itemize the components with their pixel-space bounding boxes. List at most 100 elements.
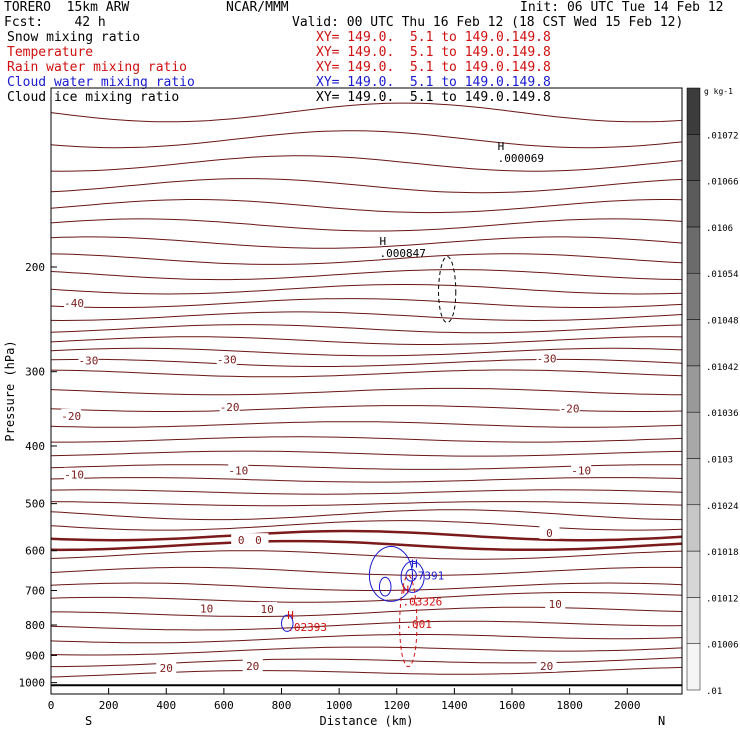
isotherm-line (50, 529, 683, 542)
isotherm-label: 0 (238, 534, 245, 547)
y-tick-label: 400 (25, 440, 45, 453)
x-tick-label: 800 (272, 699, 292, 712)
legend-rain-xy: XY= 149.0. 5.1 to 149.0.149.8 (316, 60, 551, 75)
extremum-mark: H (411, 557, 418, 570)
isotherm-label-bg (61, 408, 82, 422)
colorbar-tick-label: .01048 (706, 317, 739, 327)
extremum-mark: H (287, 609, 294, 622)
isotherm-line (51, 657, 683, 668)
isotherm-label: -30 (79, 354, 99, 367)
extremum-value: .03326 (403, 596, 443, 609)
isotherm-label: 20 (246, 660, 259, 673)
isotherm-line (50, 130, 683, 149)
isotherm-line (50, 550, 683, 560)
colorbar-cell (686, 643, 701, 691)
isotherm-line (50, 236, 683, 249)
north-label: N (658, 714, 665, 728)
isotherm-line (50, 298, 683, 308)
isotherm-line (50, 582, 683, 591)
hydrometeor-contours (280, 255, 457, 668)
y-tick-label: 900 (25, 649, 45, 662)
colorbar-cell (686, 365, 701, 413)
isotherm-label: -20 (61, 410, 81, 423)
isotherm-label: 0 (255, 534, 262, 547)
extremum-mark: H (379, 235, 386, 248)
isotherm-line (50, 405, 683, 412)
y-tick-label: 700 (25, 585, 45, 598)
isotherm-line (50, 501, 683, 507)
extremum-mark: H (403, 584, 410, 597)
isotherm-label-bg (571, 463, 592, 477)
isotherm-label-bg (242, 658, 263, 672)
isotherm-line (50, 347, 683, 357)
isotherm-line (50, 269, 683, 281)
cloud-ice-contour (437, 255, 457, 324)
isotherm-label-bg (219, 400, 240, 414)
isotherm-label: -10 (571, 465, 591, 478)
isotherm-label: -10 (64, 469, 84, 482)
extremum-value: .000069 (498, 152, 544, 165)
colorbar-tick-label: .01012 (706, 594, 739, 604)
colorbar-tick-label: .01006 (706, 641, 739, 651)
colorbar-cell (686, 87, 701, 135)
colorbar-cell (686, 458, 701, 506)
colorbar-cell (686, 226, 701, 274)
isotherm-line (51, 606, 683, 617)
colorbar-tick-label: .01072 (706, 131, 739, 141)
legend-snow-label: Snow mixing ratio (7, 30, 141, 45)
x-axis-title: Distance (km) (320, 714, 414, 728)
isotherm-label-bg (536, 658, 557, 672)
isotherm-line (50, 336, 683, 345)
isotherm-line (50, 369, 683, 378)
legend-cloudwater-xy: XY= 149.0. 5.1 to 149.0.149.8 (316, 75, 551, 90)
plot-frame (50, 87, 683, 695)
y-tick-label: 200 (25, 261, 45, 274)
colorbar: .01 .01006 .01012 .01018 .01024 .0103 .01036 .0… (686, 87, 739, 697)
isotherm-line (50, 509, 683, 521)
isotherm-label-bg (196, 601, 217, 615)
isotherm-label: 20 (160, 662, 173, 675)
isotherm-line (50, 421, 683, 428)
south-label: S (85, 714, 92, 728)
colorbar-tick-label: .01066 (706, 178, 739, 188)
isotherm-label-bg (78, 353, 99, 367)
isotherm-line (50, 592, 683, 603)
isotherm-label: -30 (217, 353, 237, 366)
x-tick-label: 600 (214, 699, 234, 712)
isotherm-line (50, 566, 683, 576)
valid-time: Valid: 00 UTC Thu 16 Feb 12 (18 CST Wed … (292, 15, 684, 30)
isotherm-line (50, 620, 683, 631)
isotherm-label-bg (539, 525, 560, 539)
cloud-water-contour (405, 568, 417, 582)
colorbar-tick-label: .01 (706, 687, 722, 697)
isotherm-line (50, 102, 683, 123)
y-tick-label: 800 (25, 619, 45, 632)
colorbar-cell (686, 504, 701, 552)
x-tick-label: 1000 (326, 699, 353, 712)
isotherm-label: 10 (260, 603, 273, 616)
isotherm-label-bg (248, 533, 269, 547)
y-tick-label: 600 (25, 545, 45, 558)
cloud-water-contour (368, 545, 414, 602)
cloud-water-contour (280, 614, 294, 632)
isotherm-line (50, 311, 683, 322)
rain-water-contour (399, 574, 418, 668)
extremum-value: .001 (405, 618, 432, 631)
x-tick-label: 1200 (384, 699, 411, 712)
isotherm-line (50, 539, 683, 552)
colorbar-tick-label: .0103 (706, 455, 733, 465)
x-tick-label: 400 (156, 699, 176, 712)
center-name: NCAR/MMM (226, 0, 289, 15)
x-tick-label: 1600 (499, 699, 526, 712)
y-tick-label: 1000 (19, 677, 46, 690)
isotherm-label: -20 (560, 403, 580, 416)
y-tick-label: 300 (25, 366, 45, 379)
isotherm-label: 10 (549, 598, 562, 611)
isotherm-line (50, 218, 683, 232)
isotherm-line (50, 646, 683, 656)
isotherm-label-bg (64, 467, 85, 481)
init-time: Init: 06 UTC Tue 14 Feb 12 (520, 0, 724, 15)
colorbar-cell (686, 134, 701, 181)
isotherm-line (50, 178, 683, 194)
